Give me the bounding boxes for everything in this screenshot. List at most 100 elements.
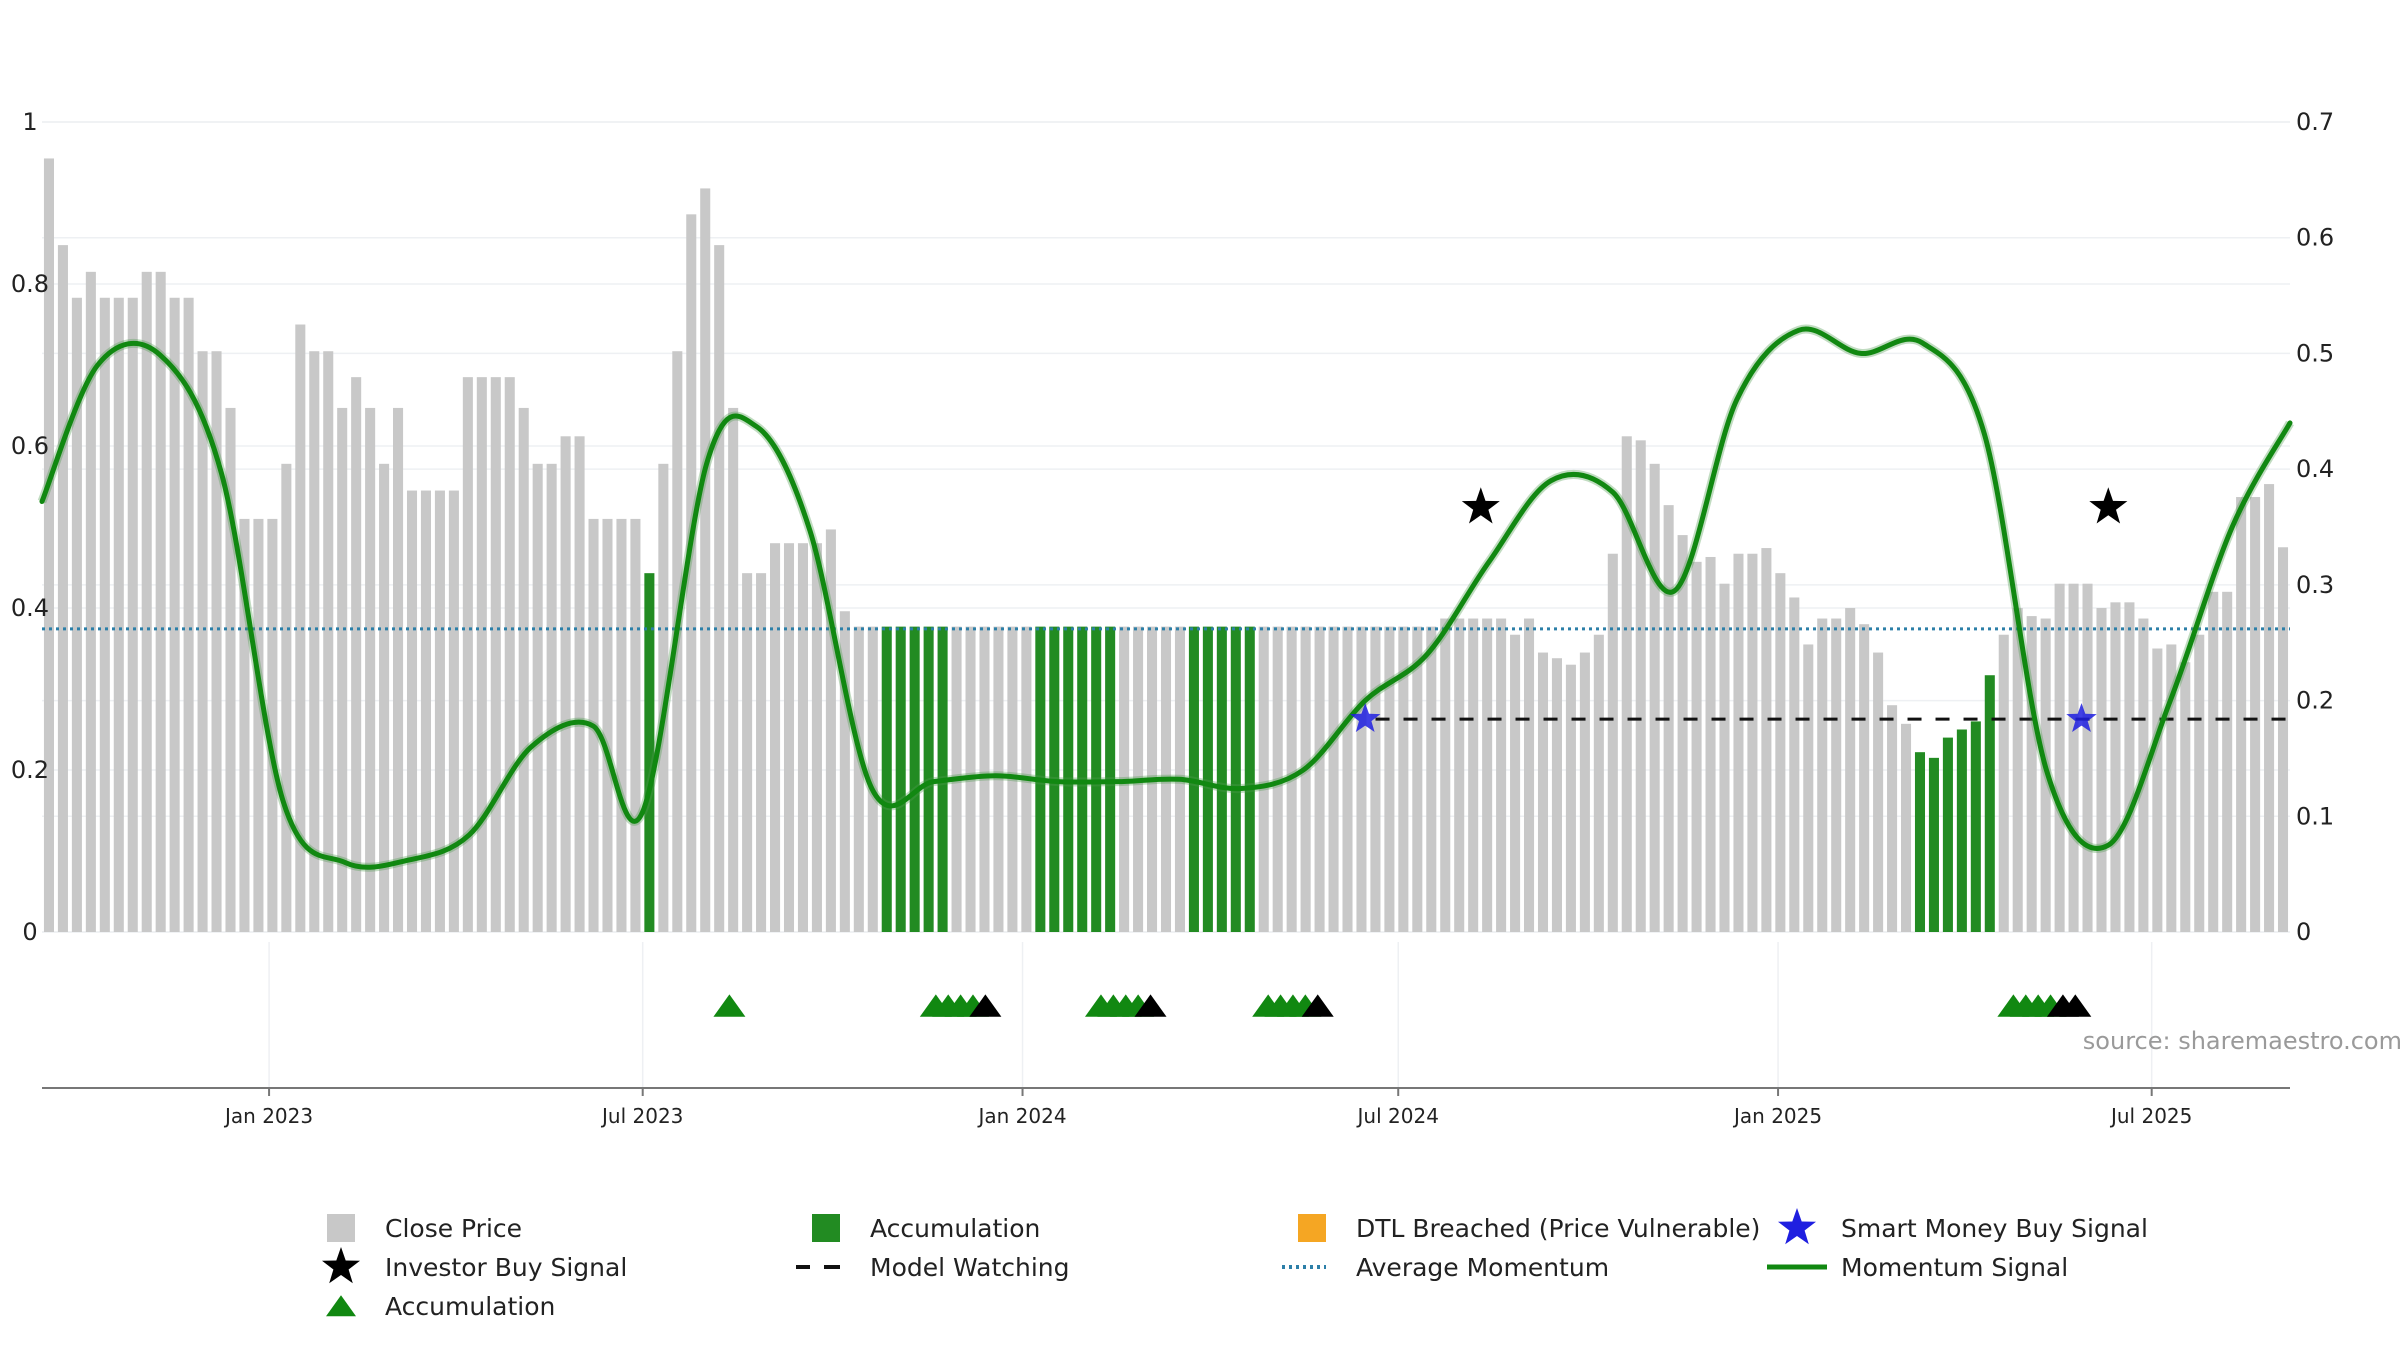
close-price-bar xyxy=(574,436,585,932)
accumulation-panel: Jan 2023 Jul 2023 Jan 2024 Jul 2024 Jan 2025… xyxy=(42,994,2290,1128)
close-price-bar xyxy=(2264,484,2275,932)
close-price-bar xyxy=(1454,618,1465,932)
accumulation-bar xyxy=(1063,626,1074,932)
accumulation-bar xyxy=(1230,626,1241,932)
legend-label: Average Momentum xyxy=(1356,1253,1609,1282)
accumulation-bar xyxy=(1984,675,1995,932)
accumulation-bar xyxy=(1928,757,1939,932)
legend-label: Accumulation xyxy=(870,1214,1040,1243)
close-price-bar xyxy=(1677,535,1688,932)
close-price-bar xyxy=(853,626,864,932)
legend-label: Accumulation xyxy=(385,1292,555,1321)
close-price-bar xyxy=(2096,608,2107,932)
close-price-bar xyxy=(1314,626,1325,932)
close-price-bar xyxy=(2068,583,2079,932)
right-tick-label: 0.7 xyxy=(2296,108,2334,136)
close-price-bar xyxy=(379,463,390,932)
close-price-bar xyxy=(1510,634,1521,932)
legend-dtl-swatch xyxy=(1298,1214,1326,1242)
accumulation-marker xyxy=(1134,994,1167,1017)
accumulation-bar xyxy=(1956,729,1967,932)
smart-money-star xyxy=(1350,703,1381,732)
legend-accumulation-swatch xyxy=(812,1214,840,1242)
close-price-bar xyxy=(295,324,306,932)
close-price-bar xyxy=(57,245,68,932)
close-price-bar xyxy=(770,543,781,932)
legend-label: Model Watching xyxy=(870,1253,1070,1282)
close-price-bar xyxy=(309,351,320,933)
close-price-bar xyxy=(1496,618,1507,932)
close-price-bar xyxy=(2250,497,2261,932)
legend-investor-star-icon xyxy=(322,1247,360,1284)
close-price-bar xyxy=(351,377,362,932)
close-price-bar xyxy=(183,297,194,932)
right-tick-label: 0.3 xyxy=(2296,571,2334,599)
close-price-bar xyxy=(532,463,543,932)
close-price-bar xyxy=(2012,608,2023,932)
accumulation-bar xyxy=(1244,626,1255,932)
close-price-bar xyxy=(1635,440,1646,932)
close-price-bar xyxy=(365,407,376,932)
close-price-bar xyxy=(393,407,404,932)
close-price-bar xyxy=(630,518,641,932)
close-price-bar xyxy=(1901,723,1912,932)
accumulation-bar xyxy=(1942,737,1953,932)
close-price-bar xyxy=(1593,634,1604,932)
close-price-bar xyxy=(700,188,711,933)
smart-money-star xyxy=(2066,703,2097,732)
close-price-bar xyxy=(658,463,669,932)
close-price-bar xyxy=(811,543,822,932)
close-price-bar xyxy=(1328,626,1339,932)
legend-label: Smart Money Buy Signal xyxy=(1841,1214,2148,1243)
legend-label: DTL Breached (Price Vulnerable) xyxy=(1356,1214,1760,1243)
close-price-bar xyxy=(1398,626,1409,932)
close-price-bar xyxy=(1272,626,1283,932)
close-price-bar xyxy=(239,518,250,932)
accumulation-bar xyxy=(1914,752,1926,932)
legend-accumulation-triangle xyxy=(326,1295,356,1317)
close-price-bar xyxy=(839,611,850,932)
close-price-bar xyxy=(993,626,1004,932)
close-price-bar xyxy=(1705,556,1716,932)
accumulation-bar xyxy=(1202,626,1213,932)
close-price-bar xyxy=(979,626,990,932)
close-price-bar xyxy=(867,626,878,932)
investor-buy-star xyxy=(1461,487,1500,524)
right-tick-label: 0.4 xyxy=(2296,455,2334,483)
close-price-bar xyxy=(1719,583,1730,932)
close-price-bar xyxy=(1384,626,1395,932)
close-price-bar xyxy=(2152,648,2163,932)
close-price-bar xyxy=(85,271,96,933)
legend-smart-money-icon xyxy=(1778,1208,1816,1245)
x-tick-label: Jul 2023 xyxy=(600,1104,683,1128)
left-tick-label: 0 xyxy=(22,918,37,946)
close-price-bar xyxy=(1370,626,1381,932)
signal-lines xyxy=(37,324,2294,872)
close-price-bar xyxy=(1537,652,1549,932)
accumulation-bar xyxy=(881,626,892,932)
x-tick-label: Jan 2025 xyxy=(1732,1104,1822,1128)
close-price-bar xyxy=(616,518,627,932)
x-tick-label: Jul 2024 xyxy=(1356,1104,1439,1128)
close-price-bar xyxy=(1007,626,1018,932)
legend-label: Close Price xyxy=(385,1214,522,1243)
close-price-bar xyxy=(127,297,138,932)
close-price-bar xyxy=(2222,591,2233,932)
close-price-bar xyxy=(1621,436,1632,932)
close-price-bar xyxy=(281,463,292,932)
accumulation-marker xyxy=(969,994,1002,1017)
close-price-bar xyxy=(420,490,431,932)
close-price-bar xyxy=(406,490,418,932)
x-tick-label: Jan 2024 xyxy=(976,1104,1066,1128)
close-price-bar xyxy=(448,490,459,932)
close-price-bar xyxy=(43,158,54,932)
close-price-bar xyxy=(2124,602,2135,932)
accumulation-bar xyxy=(895,626,906,932)
legend-close-price-swatch xyxy=(327,1214,355,1242)
right-tick-label: 0.6 xyxy=(2296,224,2334,252)
left-tick-label: 0.2 xyxy=(11,756,49,784)
close-price-bar xyxy=(462,377,473,932)
left-tick-label: 0.4 xyxy=(11,594,49,622)
close-price-bar xyxy=(71,297,82,932)
close-price-bar xyxy=(602,518,613,932)
